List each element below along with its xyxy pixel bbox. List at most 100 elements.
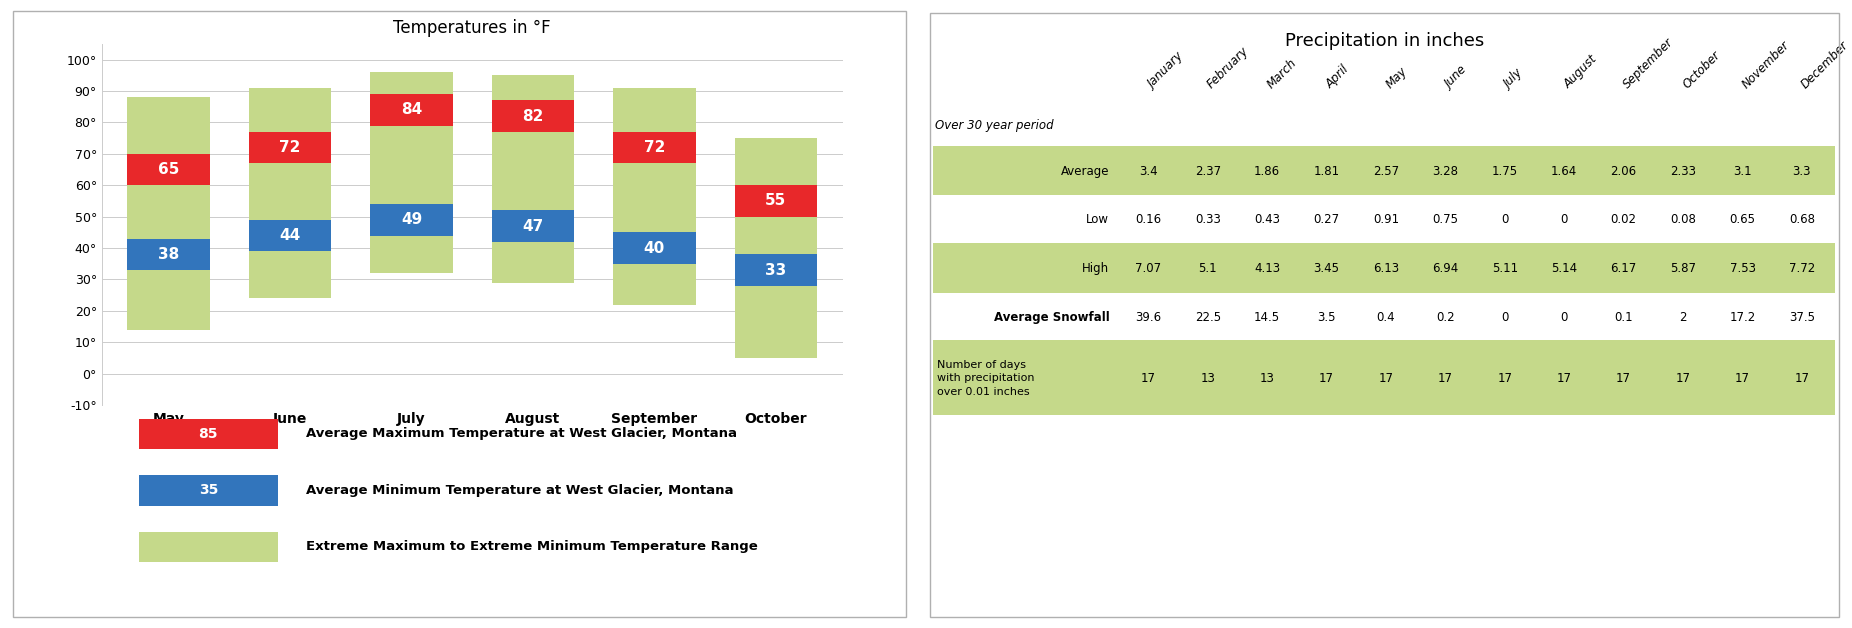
Bar [248, 220, 332, 251]
Bar [491, 100, 574, 132]
Text: 3.3: 3.3 [1793, 165, 1811, 178]
Text: 0.75: 0.75 [1432, 214, 1458, 226]
Text: 38: 38 [157, 247, 180, 262]
Text: 47: 47 [522, 219, 544, 234]
Text: 0: 0 [1561, 311, 1569, 323]
Text: September: September [1620, 36, 1676, 91]
Text: 5.1: 5.1 [1198, 262, 1217, 275]
Text: 1.75: 1.75 [1491, 165, 1519, 178]
Text: 7.53: 7.53 [1730, 262, 1756, 275]
Text: 17: 17 [1617, 372, 1632, 385]
Bar [370, 94, 454, 126]
Text: 2.57: 2.57 [1372, 165, 1398, 178]
Text: 6.17: 6.17 [1611, 262, 1637, 275]
Text: 2.33: 2.33 [1671, 165, 1696, 178]
Bar [491, 210, 574, 242]
Text: 0.2: 0.2 [1435, 311, 1454, 323]
Text: 0.65: 0.65 [1730, 214, 1756, 226]
Text: Average Snowfall: Average Snowfall [993, 311, 1109, 323]
Text: Extreme Maximum to Extreme Minimum Temperature Range: Extreme Maximum to Extreme Minimum Tempe… [306, 541, 757, 553]
Text: 17: 17 [1558, 372, 1572, 385]
Text: 0.16: 0.16 [1135, 214, 1161, 226]
Text: 0.02: 0.02 [1611, 214, 1637, 226]
Text: Average Minimum Temperature at West Glacier, Montana: Average Minimum Temperature at West Glac… [306, 484, 733, 497]
Text: December: December [1798, 39, 1852, 91]
Text: 0.91: 0.91 [1372, 214, 1398, 226]
Text: 3.45: 3.45 [1313, 262, 1339, 275]
Text: 17: 17 [1496, 372, 1513, 385]
Text: Average Maximum Temperature at West Glacier, Montana: Average Maximum Temperature at West Glac… [306, 428, 737, 440]
Bar [370, 204, 454, 236]
Text: 17: 17 [1319, 372, 1333, 385]
Text: 49: 49 [400, 212, 422, 227]
Text: April: April [1324, 63, 1352, 91]
Text: 4.13: 4.13 [1254, 262, 1280, 275]
Text: August: August [1561, 53, 1600, 91]
Text: 0: 0 [1502, 311, 1509, 323]
Text: 17: 17 [1141, 372, 1156, 385]
Text: 3.5: 3.5 [1317, 311, 1335, 323]
Text: 0.27: 0.27 [1313, 214, 1339, 226]
Text: 7.72: 7.72 [1789, 262, 1815, 275]
Text: 1.81: 1.81 [1313, 165, 1339, 178]
Text: Number of days
with precipitation
over 0.01 inches: Number of days with precipitation over 0… [937, 360, 1035, 396]
Text: 6.94: 6.94 [1432, 262, 1459, 275]
Text: 0.33: 0.33 [1195, 214, 1220, 226]
Text: November: November [1739, 38, 1793, 91]
Text: 17: 17 [1437, 372, 1454, 385]
Bar [613, 132, 696, 163]
Bar [248, 88, 332, 298]
Text: 0.43: 0.43 [1254, 214, 1280, 226]
Text: 33: 33 [765, 263, 787, 278]
Text: January: January [1145, 50, 1187, 91]
Text: Over 30 year period: Over 30 year period [935, 119, 1054, 132]
Text: 22.5: 22.5 [1195, 311, 1220, 323]
Text: October: October [1680, 48, 1722, 91]
Text: 13: 13 [1200, 372, 1215, 385]
Title: Temperatures in °F: Temperatures in °F [393, 19, 552, 37]
Text: 17: 17 [1735, 372, 1750, 385]
Text: 17: 17 [1676, 372, 1691, 385]
Text: 0.08: 0.08 [1671, 214, 1696, 226]
Text: High: High [1082, 262, 1109, 275]
Bar [128, 97, 209, 330]
Text: June: June [1443, 63, 1470, 91]
Text: 2: 2 [1680, 311, 1687, 323]
Text: 17: 17 [1378, 372, 1393, 385]
Text: 85: 85 [198, 427, 219, 441]
Bar [735, 138, 817, 358]
Bar [128, 239, 209, 270]
Text: 84: 84 [400, 102, 422, 117]
Text: 0.4: 0.4 [1376, 311, 1395, 323]
Text: 1.86: 1.86 [1254, 165, 1280, 178]
Text: 0.1: 0.1 [1615, 311, 1633, 323]
Text: May: May [1383, 65, 1409, 91]
Text: 7.07: 7.07 [1135, 262, 1161, 275]
Text: Precipitation in inches: Precipitation in inches [1285, 32, 1483, 50]
Text: 13: 13 [1259, 372, 1274, 385]
Text: 14.5: 14.5 [1254, 311, 1280, 323]
Text: 5.14: 5.14 [1552, 262, 1578, 275]
Text: July: July [1502, 67, 1526, 91]
Text: 40: 40 [644, 241, 665, 256]
Bar [128, 154, 209, 185]
Text: 35: 35 [198, 484, 219, 497]
Text: Average: Average [1061, 165, 1109, 178]
Text: 17.2: 17.2 [1730, 311, 1756, 323]
Text: 0.68: 0.68 [1789, 214, 1815, 226]
Text: 5.87: 5.87 [1671, 262, 1696, 275]
Text: 65: 65 [157, 162, 180, 177]
Text: 2.06: 2.06 [1611, 165, 1637, 178]
Bar [735, 185, 817, 217]
Text: 39.6: 39.6 [1135, 311, 1161, 323]
Text: 2.37: 2.37 [1195, 165, 1220, 178]
Bar [248, 132, 332, 163]
Text: 44: 44 [280, 228, 300, 243]
Bar [491, 75, 574, 283]
Text: 0: 0 [1502, 214, 1509, 226]
Text: 5.11: 5.11 [1491, 262, 1519, 275]
Text: 37.5: 37.5 [1789, 311, 1815, 323]
Text: 82: 82 [522, 109, 544, 124]
Text: 0: 0 [1561, 214, 1569, 226]
Text: March: March [1265, 57, 1298, 91]
